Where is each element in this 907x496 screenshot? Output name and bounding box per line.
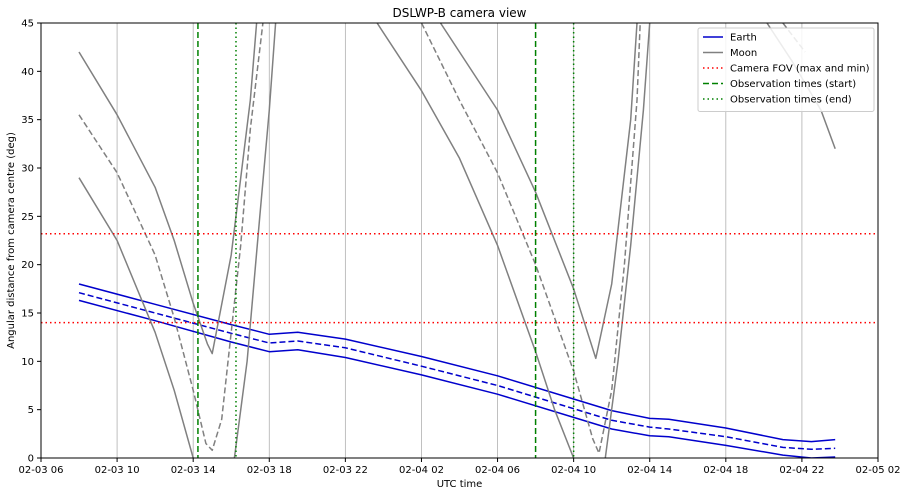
legend: Earth Moon Camera FOV (max and min) Observa… (697, 27, 875, 112)
y-tick-label: 10 (21, 357, 34, 368)
moon-series-line-3 (78, 23, 258, 355)
x-tick-label: 02-04 10 (551, 465, 596, 476)
legend-box (697, 27, 875, 112)
legend-label: Observation times (start) (730, 79, 856, 90)
y-axis-ticks: 0 5 10 15 20 25 30 35 40 45 (21, 19, 41, 465)
moon-series-line-4 (78, 23, 264, 452)
x-tick-label: 02-03 06 (19, 465, 64, 476)
x-tick-label: 02-03 22 (323, 465, 368, 476)
plot-frame (40, 22, 879, 459)
y-tick-label: 0 (28, 454, 34, 465)
y-tick-label: 5 (28, 405, 34, 416)
moon-series-line-10 (604, 23, 651, 458)
moon-series-line-6 (233, 23, 277, 458)
y-tick-label: 30 (21, 164, 34, 175)
x-axis-label: UTC time (437, 479, 483, 490)
x-tick-label: 02-04 18 (703, 465, 748, 476)
moon-series-line-7 (376, 23, 575, 458)
x-tick-label: 02-03 10 (95, 465, 140, 476)
y-tick-label: 20 (21, 260, 34, 271)
moon-series-line-8 (420, 23, 641, 454)
chart-title: DSLWP-B camera view (393, 6, 527, 20)
x-tick-label: 02-04 02 (399, 465, 444, 476)
y-axis-label: Angular distance from camera centre (deg… (6, 132, 17, 349)
moon-series-line-9 (439, 23, 638, 360)
legend-label: Observation times (end) (730, 95, 852, 106)
x-tick-label: 02-04 22 (779, 465, 824, 476)
x-tick-label: 02-03 14 (171, 465, 216, 476)
moon-series-line-5 (78, 177, 194, 458)
x-tick-label: 02-04 14 (627, 465, 672, 476)
legend-label: Earth (730, 33, 757, 44)
x-tick-label: 02-04 06 (475, 465, 520, 476)
y-tick-label: 40 (21, 67, 34, 78)
y-tick-label: 25 (21, 212, 34, 223)
y-tick-label: 35 (21, 115, 34, 126)
x-tick-label: 02-03 18 (247, 465, 292, 476)
y-tick-label: 15 (21, 309, 34, 320)
x-tick-label: 02-05 02 (856, 465, 901, 476)
reference-lines (41, 23, 878, 458)
legend-label: Camera FOV (max and min) (730, 64, 870, 75)
legend-label: Moon (730, 48, 757, 59)
y-tick-label: 45 (21, 19, 34, 30)
x-axis-ticks: 02-03 06 02-03 10 02-03 14 02-03 18 02-03 22… (19, 458, 901, 476)
